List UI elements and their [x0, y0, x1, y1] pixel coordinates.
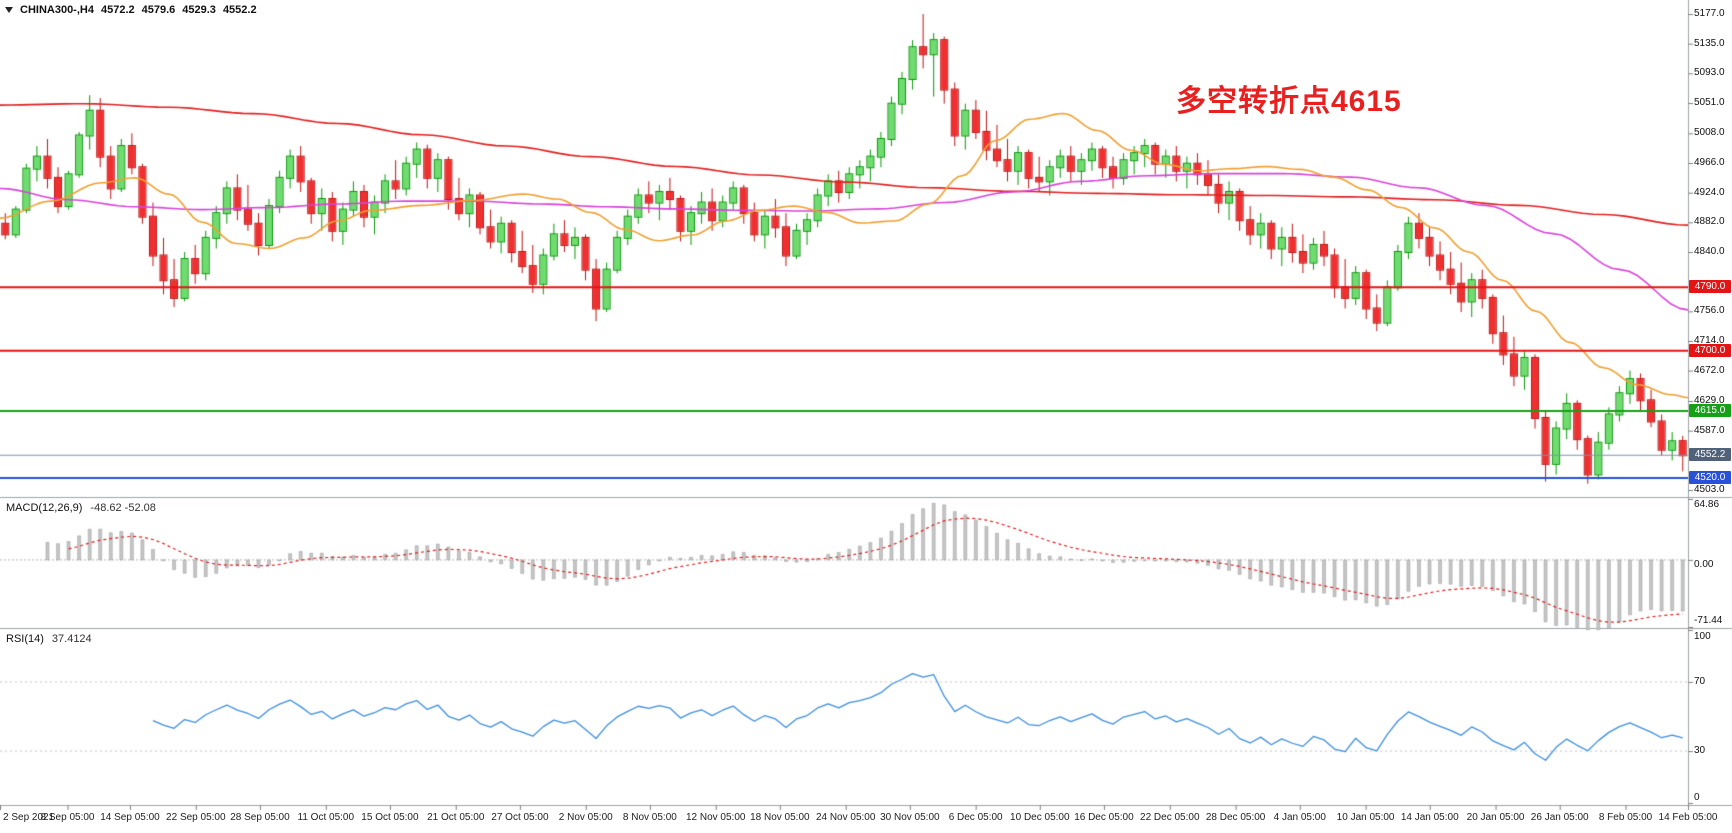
chart-canvas[interactable] [0, 0, 1732, 833]
trading-chart-window: CHINA300-,H4 4572.2 4579.6 4529.3 4552.2… [0, 0, 1732, 833]
